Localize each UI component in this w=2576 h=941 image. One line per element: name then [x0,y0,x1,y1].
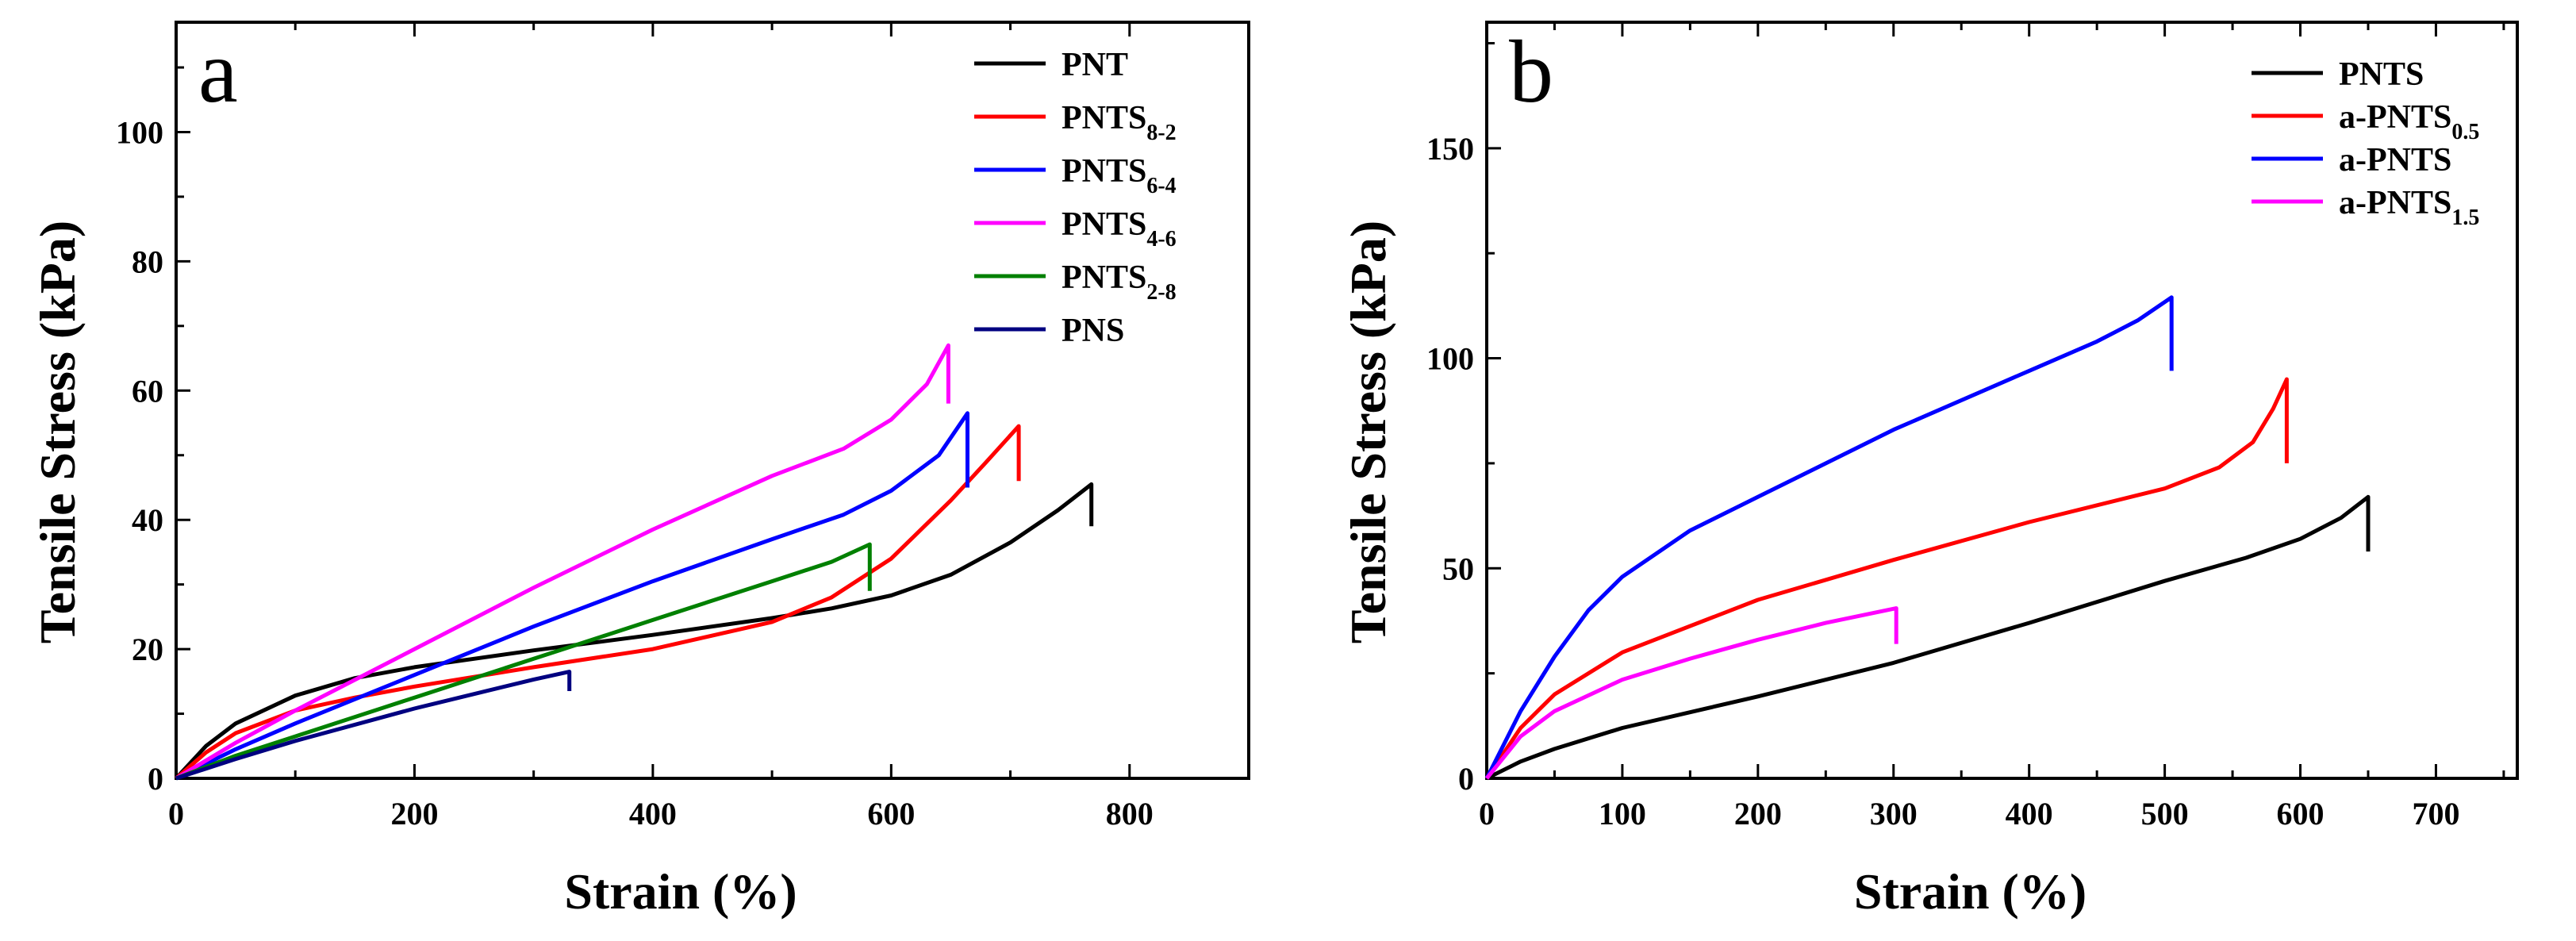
panel-a-y-tick-label: 40 [132,502,163,538]
panel-a-series-5-line [175,670,572,781]
panel-b-legend: PNTS a-PNTS0.5a-PNTS a-PNTS1.5 [2252,56,2479,230]
panel-b-x-tick-label: 200 [1734,796,1782,832]
panel-b-legend-label-0: PNTS [2339,56,2424,93]
panel-b-x-tick-label: 600 [2277,796,2325,832]
panel-a-x-axis-title: Strain (%) [564,863,797,920]
panel-b-x-tick-label: 0 [1479,796,1495,832]
panel-b-y-tick-label: 0 [1458,761,1474,797]
panel-b-y-tick-label: 150 [1426,131,1474,167]
panel-b-series-3-line [1485,606,1898,780]
panel-a-series-3-line [175,343,950,781]
panel-a-plot-frame [175,21,1250,780]
panel-a-x-tick-label: 800 [1106,796,1154,832]
panel-a-y-axis-title: Tensile Stress (kPa) [29,221,86,643]
panel-a-legend: PNT PNTS8-2 PNTS6-4 PNTS4-6 PNTS2-8 PNS [974,47,1177,349]
panel-b-x-tick-label: 100 [1599,796,1646,832]
panel-a-x-tick-label: 400 [629,796,677,832]
panel-b-x-tick-label: 300 [1870,796,1918,832]
panel-b-legend-label-1: a-PNTS0.5 [2339,99,2479,144]
panel-a-y-tick-label: 20 [132,632,163,667]
panel-b: 0 100 200 300 400 500 600 700 0 50 100 150 Strain (%… [1340,21,2519,920]
panel-b-y-tick-label: 100 [1426,341,1474,377]
panel-b-y-tick-label: 50 [1442,551,1474,586]
panel-a-y-tick-label: 100 [116,114,163,150]
panel-b-x-tick-label: 500 [2141,796,2189,832]
panel-a-legend-label-5: PNS [1061,313,1124,349]
panel-a-y-tick-label: 80 [132,244,163,279]
panel-b-plot-frame [1485,21,2519,780]
panel-a-legend-label-4: PNTS2-8 [1061,259,1177,305]
panel-a-letter: a [198,23,238,121]
panel-a-series-4-line [175,542,872,781]
panel-a-x-tick-label: 600 [867,796,915,832]
panel-b-series-1-line [1484,377,2289,780]
panel-a-legend-label-2: PNTS6-4 [1061,153,1177,198]
panel-b-series-2-line [1484,295,2174,780]
panel-a-x-tick-label: 0 [168,796,184,832]
panel-b-y-axis-title: Tensile Stress (kPa) [1340,221,1396,643]
panel-b-x-tick-label: 400 [2006,796,2053,832]
panel-b-x-axis-title: Strain (%) [1854,863,2087,920]
panel-a-legend-label-0: PNT [1061,47,1128,83]
panel-b-legend-label-2: a-PNTS [2339,142,2451,179]
panel-a-y-tick-label: 60 [132,373,163,409]
panel-b-x-tick-label: 700 [2412,796,2459,832]
panel-b-series-0-line [1485,494,2371,781]
panel-a-series-1-line [175,424,1021,780]
panel-b-letter: b [1509,23,1553,121]
panel-a-legend-label-1: PNTS8-2 [1061,100,1177,145]
panel-a: 0 200 400 600 800 0 20 40 60 80 100 Strain (%) Tensi… [29,21,1250,920]
panel-a-y-tick-label: 0 [148,761,163,797]
panel-a-x-tick-label: 200 [390,796,438,832]
panel-b-legend-label-3: a-PNTS1.5 [2339,185,2479,230]
panel-a-legend-label-3: PNTS4-6 [1061,206,1177,252]
panel-a-series-0-line [175,482,1094,780]
panel-a-series-2-line [175,411,969,781]
